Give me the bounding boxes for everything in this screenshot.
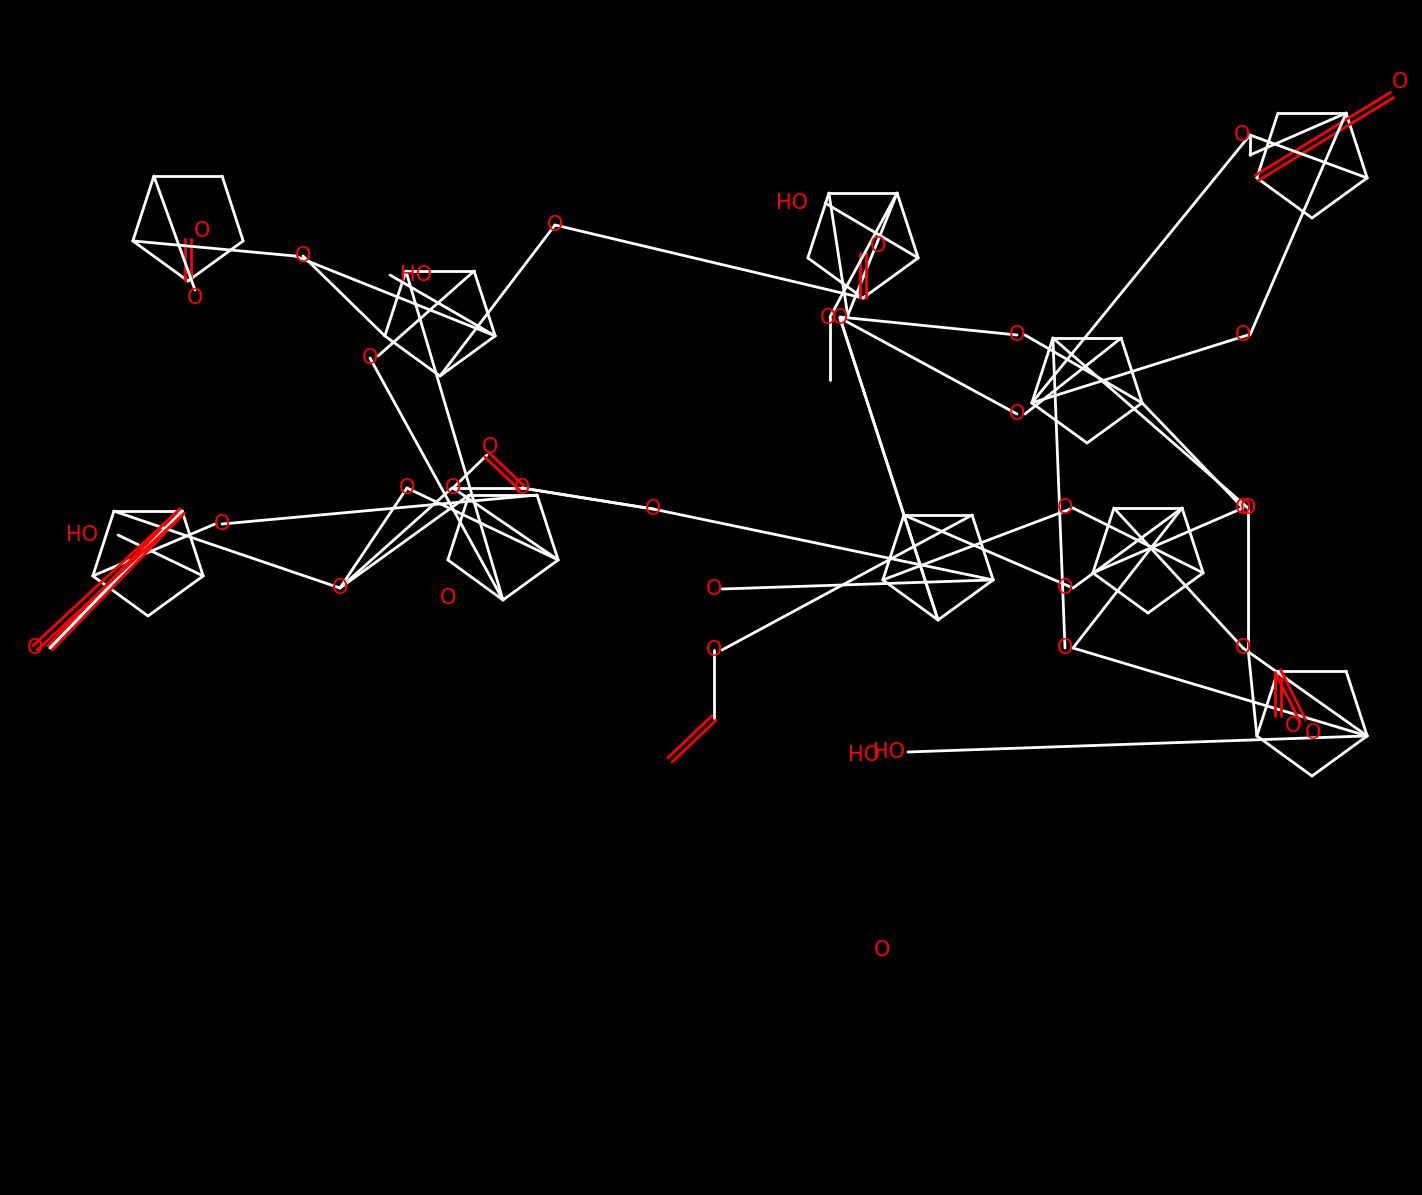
Text: O: O: [294, 246, 311, 266]
Text: HO: HO: [848, 744, 880, 765]
Text: O: O: [1284, 716, 1301, 736]
Text: O: O: [832, 308, 848, 327]
Text: O: O: [439, 588, 456, 608]
Text: HO: HO: [65, 525, 98, 545]
Text: O: O: [820, 308, 836, 327]
Text: O: O: [1234, 498, 1251, 517]
Text: O: O: [547, 215, 563, 235]
Text: O: O: [27, 638, 43, 658]
Text: O: O: [213, 514, 230, 534]
Text: O: O: [1057, 498, 1074, 517]
Text: O: O: [705, 580, 722, 599]
Text: HO: HO: [873, 742, 904, 762]
Text: O: O: [1008, 325, 1025, 345]
Text: O: O: [331, 578, 348, 598]
Text: O: O: [705, 641, 722, 660]
Text: O: O: [1234, 638, 1251, 658]
Text: O: O: [361, 348, 378, 368]
Text: O: O: [445, 478, 461, 498]
Text: O: O: [513, 478, 530, 498]
Text: O: O: [482, 437, 498, 456]
Text: O: O: [186, 288, 203, 308]
Text: O: O: [398, 478, 415, 498]
Text: O: O: [1057, 638, 1074, 658]
Text: O: O: [870, 235, 886, 256]
Text: O: O: [1008, 404, 1025, 424]
Text: O: O: [1392, 72, 1408, 92]
Text: O: O: [644, 500, 661, 519]
Text: O: O: [1057, 578, 1074, 598]
Text: HO: HO: [776, 194, 808, 213]
Text: O: O: [1305, 723, 1321, 743]
Text: O: O: [193, 221, 210, 241]
Text: O: O: [1240, 498, 1256, 517]
Text: O: O: [1234, 325, 1251, 345]
Text: O: O: [873, 940, 890, 960]
Text: HO: HO: [400, 265, 432, 284]
Text: O: O: [1234, 125, 1250, 145]
